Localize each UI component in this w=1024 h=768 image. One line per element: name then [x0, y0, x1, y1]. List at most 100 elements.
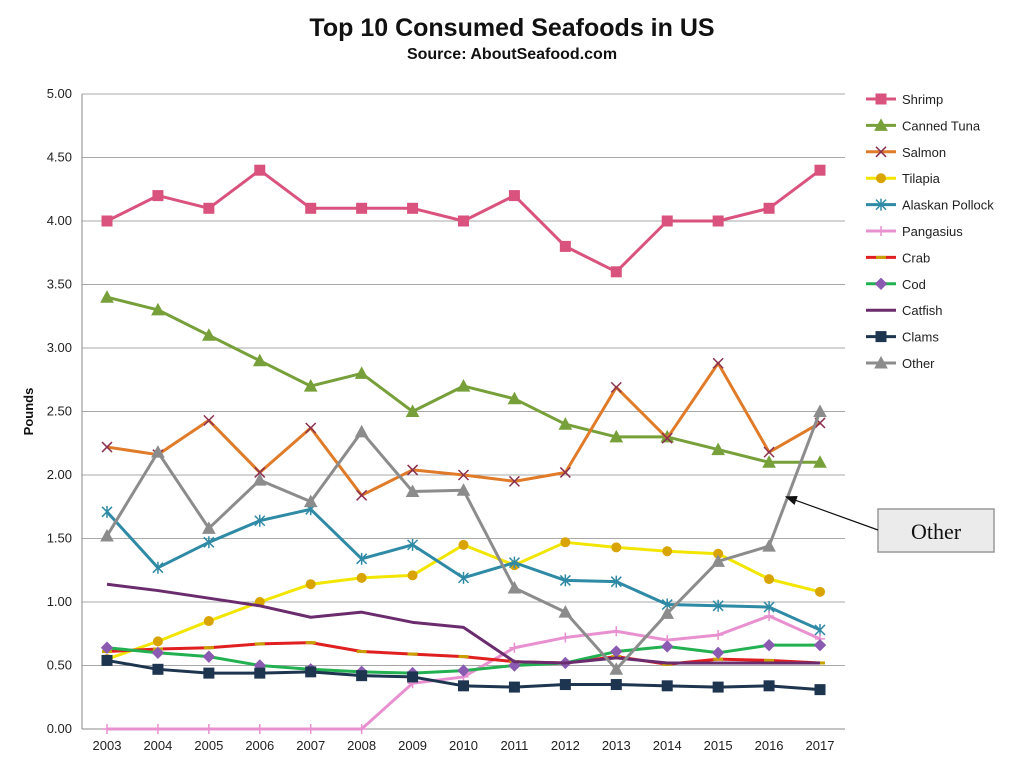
data-point-other: [711, 554, 725, 567]
y-axis-label: Pounds: [21, 388, 36, 436]
y-tick-label: 2.50: [47, 404, 72, 419]
x-tick-label: 2016: [755, 738, 784, 753]
data-point-alaskan-pollock: [254, 514, 266, 527]
data-point-other: [202, 521, 216, 534]
y-tick-label: 4.00: [47, 213, 72, 228]
data-point-cod: [813, 638, 827, 652]
legend-swatch-marker: [876, 173, 886, 184]
data-point-clams: [407, 671, 419, 683]
data-point-shrimp: [356, 202, 368, 214]
data-point-pangasius: [764, 610, 775, 621]
data-point-clams: [203, 667, 215, 679]
legend-swatch-marker: [876, 226, 886, 236]
data-point-pangasius: [611, 626, 622, 637]
data-point-clams: [712, 681, 724, 693]
data-point-canned-tuna: [609, 429, 624, 443]
legend-label: Tilapia: [902, 171, 941, 186]
legend-swatch-marker: [874, 277, 888, 291]
legend-item-other: Other: [866, 355, 935, 371]
data-point-cod: [100, 641, 114, 654]
data-point-shrimp: [254, 164, 266, 176]
data-point-shrimp: [458, 215, 469, 227]
legend-item-canned-tuna: Canned Tuna: [866, 118, 981, 133]
legend-item-clams: Clams: [866, 330, 939, 345]
series-line-tilapia: [106, 540, 821, 661]
data-point-pangasius: [305, 724, 316, 734]
data-point-pangasius: [356, 724, 367, 734]
data-point-clams: [101, 654, 113, 666]
legend-item-crab: Crab: [866, 250, 930, 265]
data-point-tilapia: [815, 586, 825, 597]
y-tick-label: 4.50: [47, 150, 72, 165]
y-tick-label: 1.00: [47, 594, 72, 609]
data-point-alaskan-pollock: [356, 552, 368, 565]
legend-swatch-marker: [875, 93, 887, 105]
data-point-canned-tuna: [151, 302, 165, 316]
legend-item-pangasius: Pangasius: [866, 224, 963, 239]
data-point-other: [252, 473, 267, 486]
data-point-salmon: [457, 469, 470, 481]
data-point-shrimp: [101, 215, 113, 227]
data-point-other: [456, 483, 471, 496]
x-tick-label: 2015: [704, 738, 733, 753]
data-point-cod: [661, 640, 674, 653]
data-point-other: [354, 424, 369, 438]
series-other: [100, 404, 827, 675]
data-point-canned-tuna: [405, 404, 420, 417]
chart-subtitle: Source: AboutSeafood.com: [406, 46, 618, 63]
x-tick-label: 2003: [93, 738, 122, 753]
legend-swatch-marker: [874, 118, 888, 131]
data-point-cod: [202, 650, 216, 663]
legend-item-catfish: Catfish: [866, 303, 942, 318]
data-point-alaskan-pollock: [712, 599, 724, 612]
data-point-clams: [458, 680, 469, 692]
data-point-salmon: [508, 475, 520, 487]
data-point-cod: [711, 646, 725, 660]
data-point-shrimp: [508, 190, 520, 202]
data-point-other: [660, 606, 675, 619]
series-shrimp: [101, 164, 826, 278]
x-tick-label: 2017: [806, 738, 835, 753]
legend-item-tilapia: Tilapia: [866, 171, 941, 186]
data-point-shrimp: [763, 202, 775, 214]
data-point-other: [100, 528, 114, 542]
legend-item-alaskan-pollock: Alaskan Pollock: [866, 198, 994, 213]
x-tick-label: 2013: [602, 738, 631, 753]
y-tick-label: 3.00: [47, 340, 72, 355]
data-point-other: [507, 580, 522, 594]
data-point-clams: [559, 679, 571, 691]
legend-swatch-marker: [875, 198, 887, 211]
data-point-canned-tuna: [813, 455, 827, 468]
data-point-salmon: [254, 466, 266, 478]
series-group: [100, 164, 827, 734]
data-point-alaskan-pollock: [203, 536, 215, 549]
x-tick-label: 2009: [398, 738, 427, 753]
series-line-catfish: [106, 582, 820, 665]
data-point-cod: [151, 646, 165, 660]
data-point-salmon: [610, 381, 622, 393]
data-point-pangasius: [152, 724, 163, 734]
data-point-tilapia: [305, 579, 316, 590]
data-point-shrimp: [152, 190, 164, 202]
data-point-canned-tuna: [507, 391, 522, 405]
series-clams: [101, 654, 826, 696]
data-point-alaskan-pollock: [101, 505, 113, 518]
legend-swatch-marker: [875, 146, 887, 158]
data-point-canned-tuna: [303, 379, 318, 392]
data-point-pangasius: [102, 724, 112, 734]
y-tick-label: 0.50: [47, 658, 72, 673]
data-point-alaskan-pollock: [610, 575, 622, 588]
x-tick-label: 2007: [296, 738, 325, 753]
legend-item-shrimp: Shrimp: [866, 92, 943, 107]
data-point-tilapia: [611, 542, 622, 553]
x-tick-label: 2012: [551, 738, 580, 753]
legend-label: Catfish: [902, 303, 942, 318]
data-point-tilapia: [203, 616, 214, 627]
data-point-tilapia: [560, 537, 571, 548]
legend-label: Canned Tuna: [902, 118, 981, 133]
data-point-cod: [508, 659, 521, 672]
data-point-alaskan-pollock: [559, 574, 571, 587]
series-tilapia: [102, 537, 825, 665]
x-tick-label: 2010: [449, 738, 478, 753]
axes: 0.00 0.50 1.00 1.50 2.00 2.50 3.00 3.50 4.00 4.50…: [21, 86, 845, 753]
